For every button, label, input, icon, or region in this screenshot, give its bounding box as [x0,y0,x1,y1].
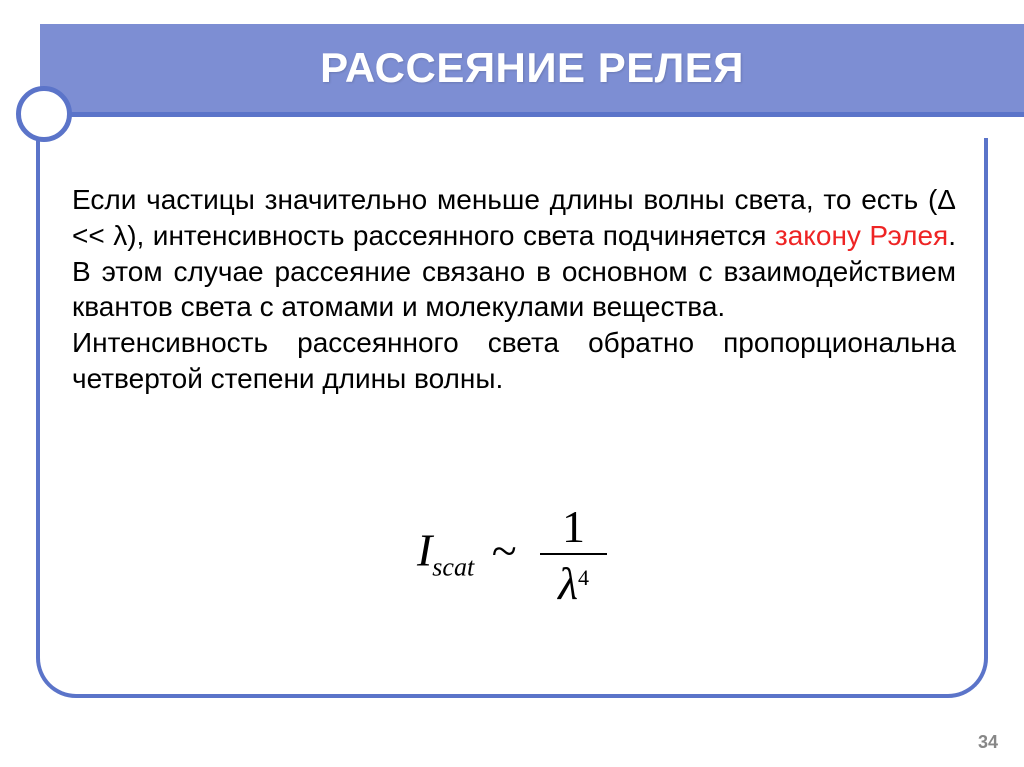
formula-lhs-sub: scat [432,553,474,582]
title-bullet-circle [16,86,72,142]
formula-denominator: λ4 [540,553,607,610]
title-bar: РАССЕЯНИЕ РЕЛЕЯ [40,24,1024,112]
formula-numerator: 1 [540,500,607,553]
formula: Iscat ~ 1 λ4 [0,500,1024,610]
formula-fraction: 1 λ4 [540,500,607,610]
page-number: 34 [978,732,998,753]
formula-lhs-base: I [417,525,432,576]
formula-relation: ~ [486,525,523,576]
formula-denom-base: λ [558,558,578,609]
body-highlight: закону Рэлея [775,220,948,251]
formula-denom-exp: 4 [578,565,589,590]
body-text: Если частицы значительно меньше длины во… [72,182,956,397]
slide-title: РАССЕЯНИЕ РЕЛЕЯ [320,44,744,92]
title-underline [40,112,1024,117]
slide: РАССЕЯНИЕ РЕЛЕЯ Если частицы значительно… [0,0,1024,767]
body-p2: Интенсивность рассеянного света обратно … [72,327,956,394]
